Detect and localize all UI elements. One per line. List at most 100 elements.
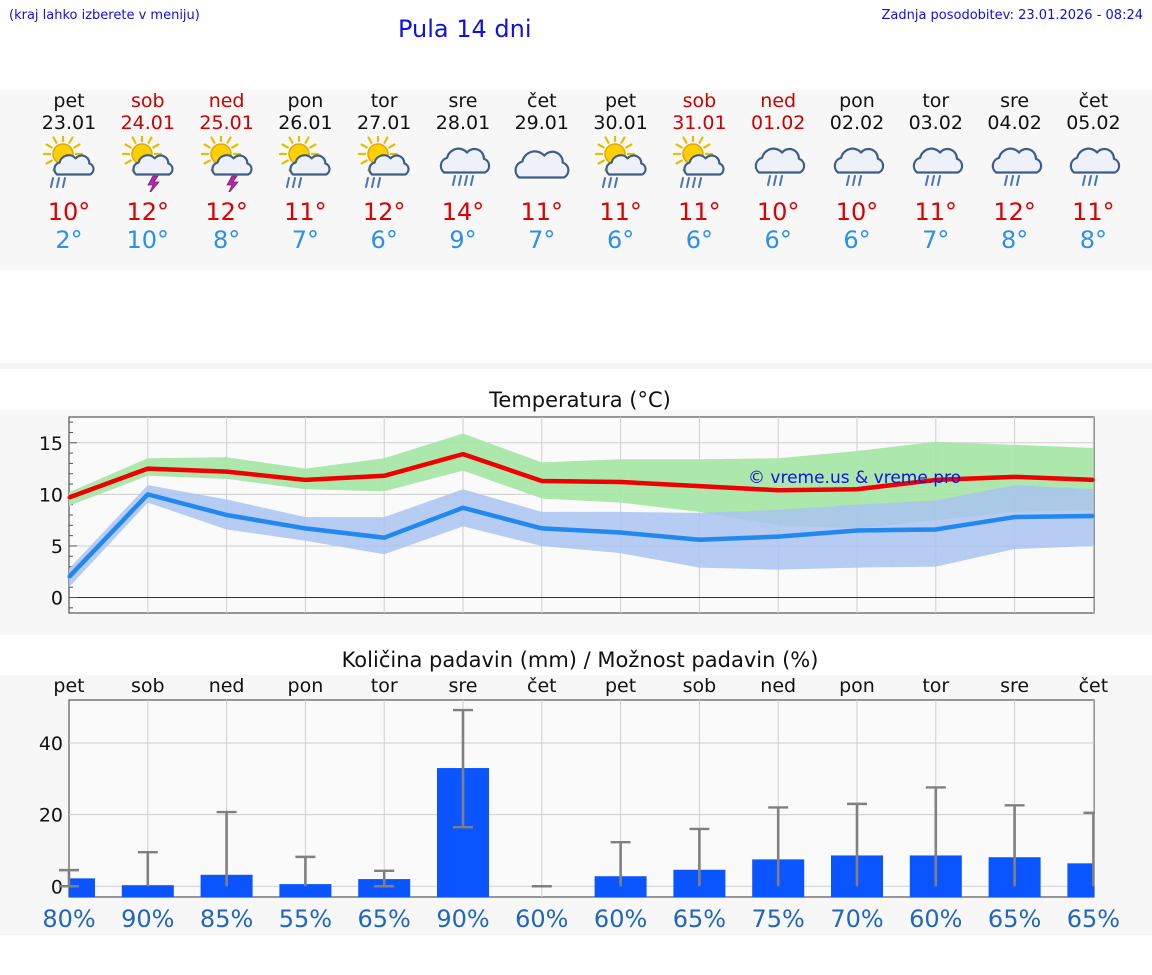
day-column: čet 05.02 11° 8° xyxy=(1053,90,1133,270)
x-tick-label: pon xyxy=(288,675,324,697)
cloud-icon xyxy=(514,150,570,179)
precip-probability: 60% xyxy=(909,905,962,933)
max-temp: 11° xyxy=(1072,198,1115,226)
min-temp-point xyxy=(461,506,465,510)
x-tick-label: tor xyxy=(922,675,949,697)
day-date: 03.02 xyxy=(908,112,963,134)
precip-bar xyxy=(279,884,332,897)
day-column: pet 30.01 11° 6° xyxy=(581,90,661,270)
page-title: Pula 14 dni xyxy=(398,15,532,43)
max-temp-point xyxy=(67,495,71,499)
precip-probability: 60% xyxy=(515,905,568,933)
x-tick-label: sob xyxy=(683,675,717,697)
day-column: čet 29.01 11° 7° xyxy=(502,90,582,270)
min-temp: 8° xyxy=(1079,226,1108,254)
max-temp: 10° xyxy=(47,198,91,226)
precip-probability: 65% xyxy=(358,905,411,933)
precip-probability: 80% xyxy=(42,905,95,933)
max-temp-point xyxy=(697,484,701,488)
sun-cloud-rain-icon xyxy=(358,136,410,188)
precip-probability: 65% xyxy=(673,905,726,933)
precip-probability: 90% xyxy=(436,905,489,933)
day-date: 02.02 xyxy=(829,112,885,134)
max-temp-point xyxy=(146,467,150,471)
precip-bar xyxy=(1067,863,1094,897)
precip-probability: 60% xyxy=(594,905,647,933)
x-tick-label: čet xyxy=(1079,675,1109,697)
max-temp-point xyxy=(461,452,465,456)
day-name: pet xyxy=(604,90,637,112)
min-temp-point xyxy=(303,526,307,530)
max-temp: 12° xyxy=(126,198,170,226)
max-temp-point xyxy=(855,487,859,491)
temperature-chart-title: Temperatura (°C) xyxy=(489,388,671,412)
cloud-rain-icon xyxy=(833,147,885,186)
x-tick-label: pet xyxy=(605,675,636,697)
min-temp-point xyxy=(776,535,780,539)
cloud-rain-icon xyxy=(912,147,963,186)
max-temp: 14° xyxy=(441,198,485,226)
day-name: ned xyxy=(208,90,245,112)
max-temp-point xyxy=(776,488,780,492)
day-name: pet xyxy=(53,90,85,112)
min-temp: 8° xyxy=(212,226,241,254)
y-tick-label: 15 xyxy=(39,433,63,455)
precipitation-chart: pet sob ned pon tor sre čet pet sob ned pon tor sre č… xyxy=(39,675,1120,933)
min-temp: 6° xyxy=(764,226,792,254)
day-name: pon xyxy=(839,90,875,112)
x-tick-label: sob xyxy=(131,675,165,697)
precip-bar xyxy=(69,878,95,897)
precip-bar xyxy=(358,879,411,897)
min-temp-point xyxy=(619,531,623,535)
precip-probability: 65% xyxy=(988,905,1041,933)
precip-probability: 55% xyxy=(279,905,332,933)
day-column: pon 02.02 10° 6° xyxy=(817,90,897,270)
day-date: 31.01 xyxy=(672,112,727,134)
location-hint: (kraj lahko izberete v meniju) xyxy=(9,8,200,23)
precip-probability: 85% xyxy=(200,905,253,933)
day-column: sre 04.02 12° 8° xyxy=(975,90,1055,270)
day-date: 01.02 xyxy=(750,112,806,134)
max-temp: 12° xyxy=(205,198,248,226)
max-temp-point xyxy=(1013,475,1017,479)
sun-cloud-rain-icon xyxy=(279,136,331,188)
max-temp: 11° xyxy=(914,198,958,226)
x-tick-label: ned xyxy=(760,675,796,697)
precip-probability: 75% xyxy=(752,905,805,933)
y-tick-label: 10 xyxy=(39,484,63,506)
forecast-strip: pet 23.01 10° 2° sob 24.01 12° 10° ned 25.01 12° 8°… xyxy=(0,90,1152,270)
day-name: čet xyxy=(527,90,557,112)
day-column: tor 03.02 11° 7° xyxy=(896,90,976,270)
min-temp-point xyxy=(67,575,71,579)
min-temp: 7° xyxy=(922,226,950,254)
max-temp: 11° xyxy=(678,198,721,226)
day-column: sob 31.01 11° 6° xyxy=(659,90,739,270)
min-temp: 8° xyxy=(1000,226,1029,254)
min-temp-point xyxy=(382,536,386,540)
min-temp-point xyxy=(855,528,859,532)
max-temp-point xyxy=(934,478,938,482)
day-column: tor 27.01 12° 6° xyxy=(344,90,424,270)
last-updated: Zadnja posodobitev: 23.01.2026 - 08:24 xyxy=(881,8,1143,23)
x-tick-label: sre xyxy=(449,675,478,697)
day-column: ned 25.01 12° 8° xyxy=(187,90,267,270)
sun-cloud-thunder-icon xyxy=(200,136,253,192)
max-temp: 11° xyxy=(520,198,564,226)
day-date: 04.02 xyxy=(987,112,1042,134)
max-temp-line xyxy=(68,451,1094,500)
max-temp-point xyxy=(382,474,386,478)
day-name: pon xyxy=(287,90,324,112)
min-temp: 6° xyxy=(843,226,871,254)
day-date: 05.02 xyxy=(1066,112,1121,134)
day-name: sob xyxy=(682,90,717,112)
y-tick-label: 20 xyxy=(39,805,63,827)
x-tick-label: pon xyxy=(839,675,875,697)
day-column: pon 26.01 11° 7° xyxy=(265,90,345,270)
y-tick-label: 0 xyxy=(51,876,63,898)
precip-probability: 90% xyxy=(121,905,174,933)
cloud-rain-icon xyxy=(1070,147,1121,186)
x-tick-label: tor xyxy=(371,675,398,697)
max-temp: 10° xyxy=(756,198,800,226)
day-date: 28.01 xyxy=(435,112,491,134)
max-temp: 10° xyxy=(835,198,879,226)
